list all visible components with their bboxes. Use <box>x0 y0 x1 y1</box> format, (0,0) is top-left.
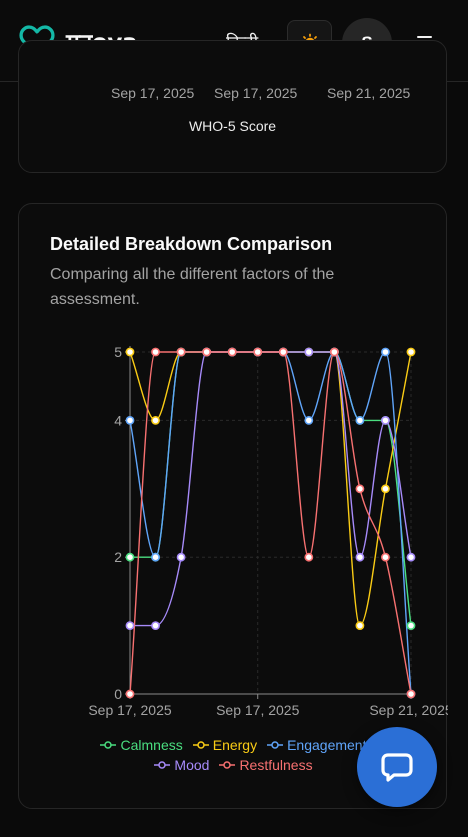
series-line-mood <box>130 351 412 627</box>
data-point-restfulness <box>176 347 186 357</box>
data-point-energy <box>151 415 160 425</box>
x-tick-label: Sep 17, 2025 <box>214 85 298 101</box>
legend-item-calmness[interactable]: Calmness <box>100 737 183 753</box>
x-tick-label: Sep 21, 2025 <box>369 702 448 718</box>
data-point-restfulness <box>278 347 288 357</box>
data-point-energy <box>406 347 416 357</box>
y-tick-label: 2 <box>114 549 122 565</box>
data-point-energy <box>125 347 135 357</box>
data-point-mood <box>125 621 135 630</box>
data-point-restfulness <box>406 689 416 699</box>
y-tick-label: 4 <box>114 412 122 428</box>
legend-marker-icon <box>192 741 209 749</box>
legend-label: Engagement <box>287 737 367 753</box>
legend-marker-icon <box>267 741 284 749</box>
chat-button[interactable] <box>357 727 437 807</box>
legend-label: Calmness <box>120 737 183 753</box>
x-tick-label: Sep 17, 2025 <box>216 702 300 718</box>
y-tick-label: 5 <box>114 344 122 360</box>
series-line-calmness <box>129 351 412 626</box>
data-point-restfulness <box>355 484 365 494</box>
who5-score-card: Sep 17, 2025 Sep 17, 2025 Sep 21, 2025 W… <box>18 40 447 173</box>
data-point-restfulness <box>253 347 263 357</box>
data-point-restfulness <box>304 552 314 562</box>
legend-label: Restfulness <box>239 757 313 773</box>
legend-marker-icon <box>154 761 171 769</box>
x-tick-label: Sep 17, 2025 <box>88 702 172 718</box>
data-point-mood <box>355 552 365 562</box>
data-point-mood <box>406 552 416 562</box>
chat-bubble-icon <box>381 753 413 782</box>
data-point-restfulness <box>151 347 160 357</box>
data-point-mood <box>176 552 186 562</box>
heart-outline-icon <box>19 25 55 57</box>
x-tick-label: Sep 21, 2025 <box>327 85 411 101</box>
legend-marker-icon <box>219 761 236 769</box>
breakdown-line-chart: 0 2 4 5 Sep 17, 2025 Sep 17, 2025 Sep 21, 2025 <box>88 344 448 718</box>
breakdown-comparison-card: Detailed Breakdown Comparison Comparing … <box>18 203 448 809</box>
y-tick-label: 0 <box>114 686 122 702</box>
data-point-calmness <box>125 552 135 562</box>
legend-item-energy[interactable]: Energy <box>192 737 258 753</box>
legend-item-mood[interactable]: Mood <box>154 757 209 773</box>
legend-item-engagement[interactable]: Engagement <box>267 737 367 753</box>
card-description: Comparing all the different factors of t… <box>50 266 335 308</box>
who5-caption: WHO-5 Score <box>188 118 277 134</box>
data-point-engagement <box>125 415 135 425</box>
data-point-restfulness <box>329 347 339 357</box>
x-tick-label: Sep 17, 2025 <box>111 85 195 101</box>
data-point-calmness <box>406 621 416 630</box>
data-point-energy <box>355 621 365 630</box>
data-point-mood <box>151 621 160 630</box>
data-point-engagement <box>355 415 365 425</box>
legend-item-restfulness[interactable]: Restfulness <box>219 757 313 773</box>
data-point-engagement <box>304 415 314 425</box>
card-title: Detailed Breakdown Comparison <box>50 234 333 254</box>
legend-label: Energy <box>212 737 258 753</box>
data-point-engagement <box>381 347 390 357</box>
data-point-mood <box>304 347 314 357</box>
data-point-restfulness <box>125 689 135 699</box>
data-point-engagement <box>151 552 160 562</box>
data-point-mood <box>381 415 390 425</box>
series-line-energy <box>129 351 412 627</box>
data-point-restfulness <box>202 347 212 357</box>
legend-label: Mood <box>174 757 210 773</box>
chart-legend: Calmness Energy Engagement Mood Restfulness <box>19 735 448 775</box>
legend-marker-icon <box>100 741 117 749</box>
data-point-energy <box>381 484 390 494</box>
data-point-restfulness <box>227 347 237 357</box>
data-point-restfulness <box>381 552 390 562</box>
